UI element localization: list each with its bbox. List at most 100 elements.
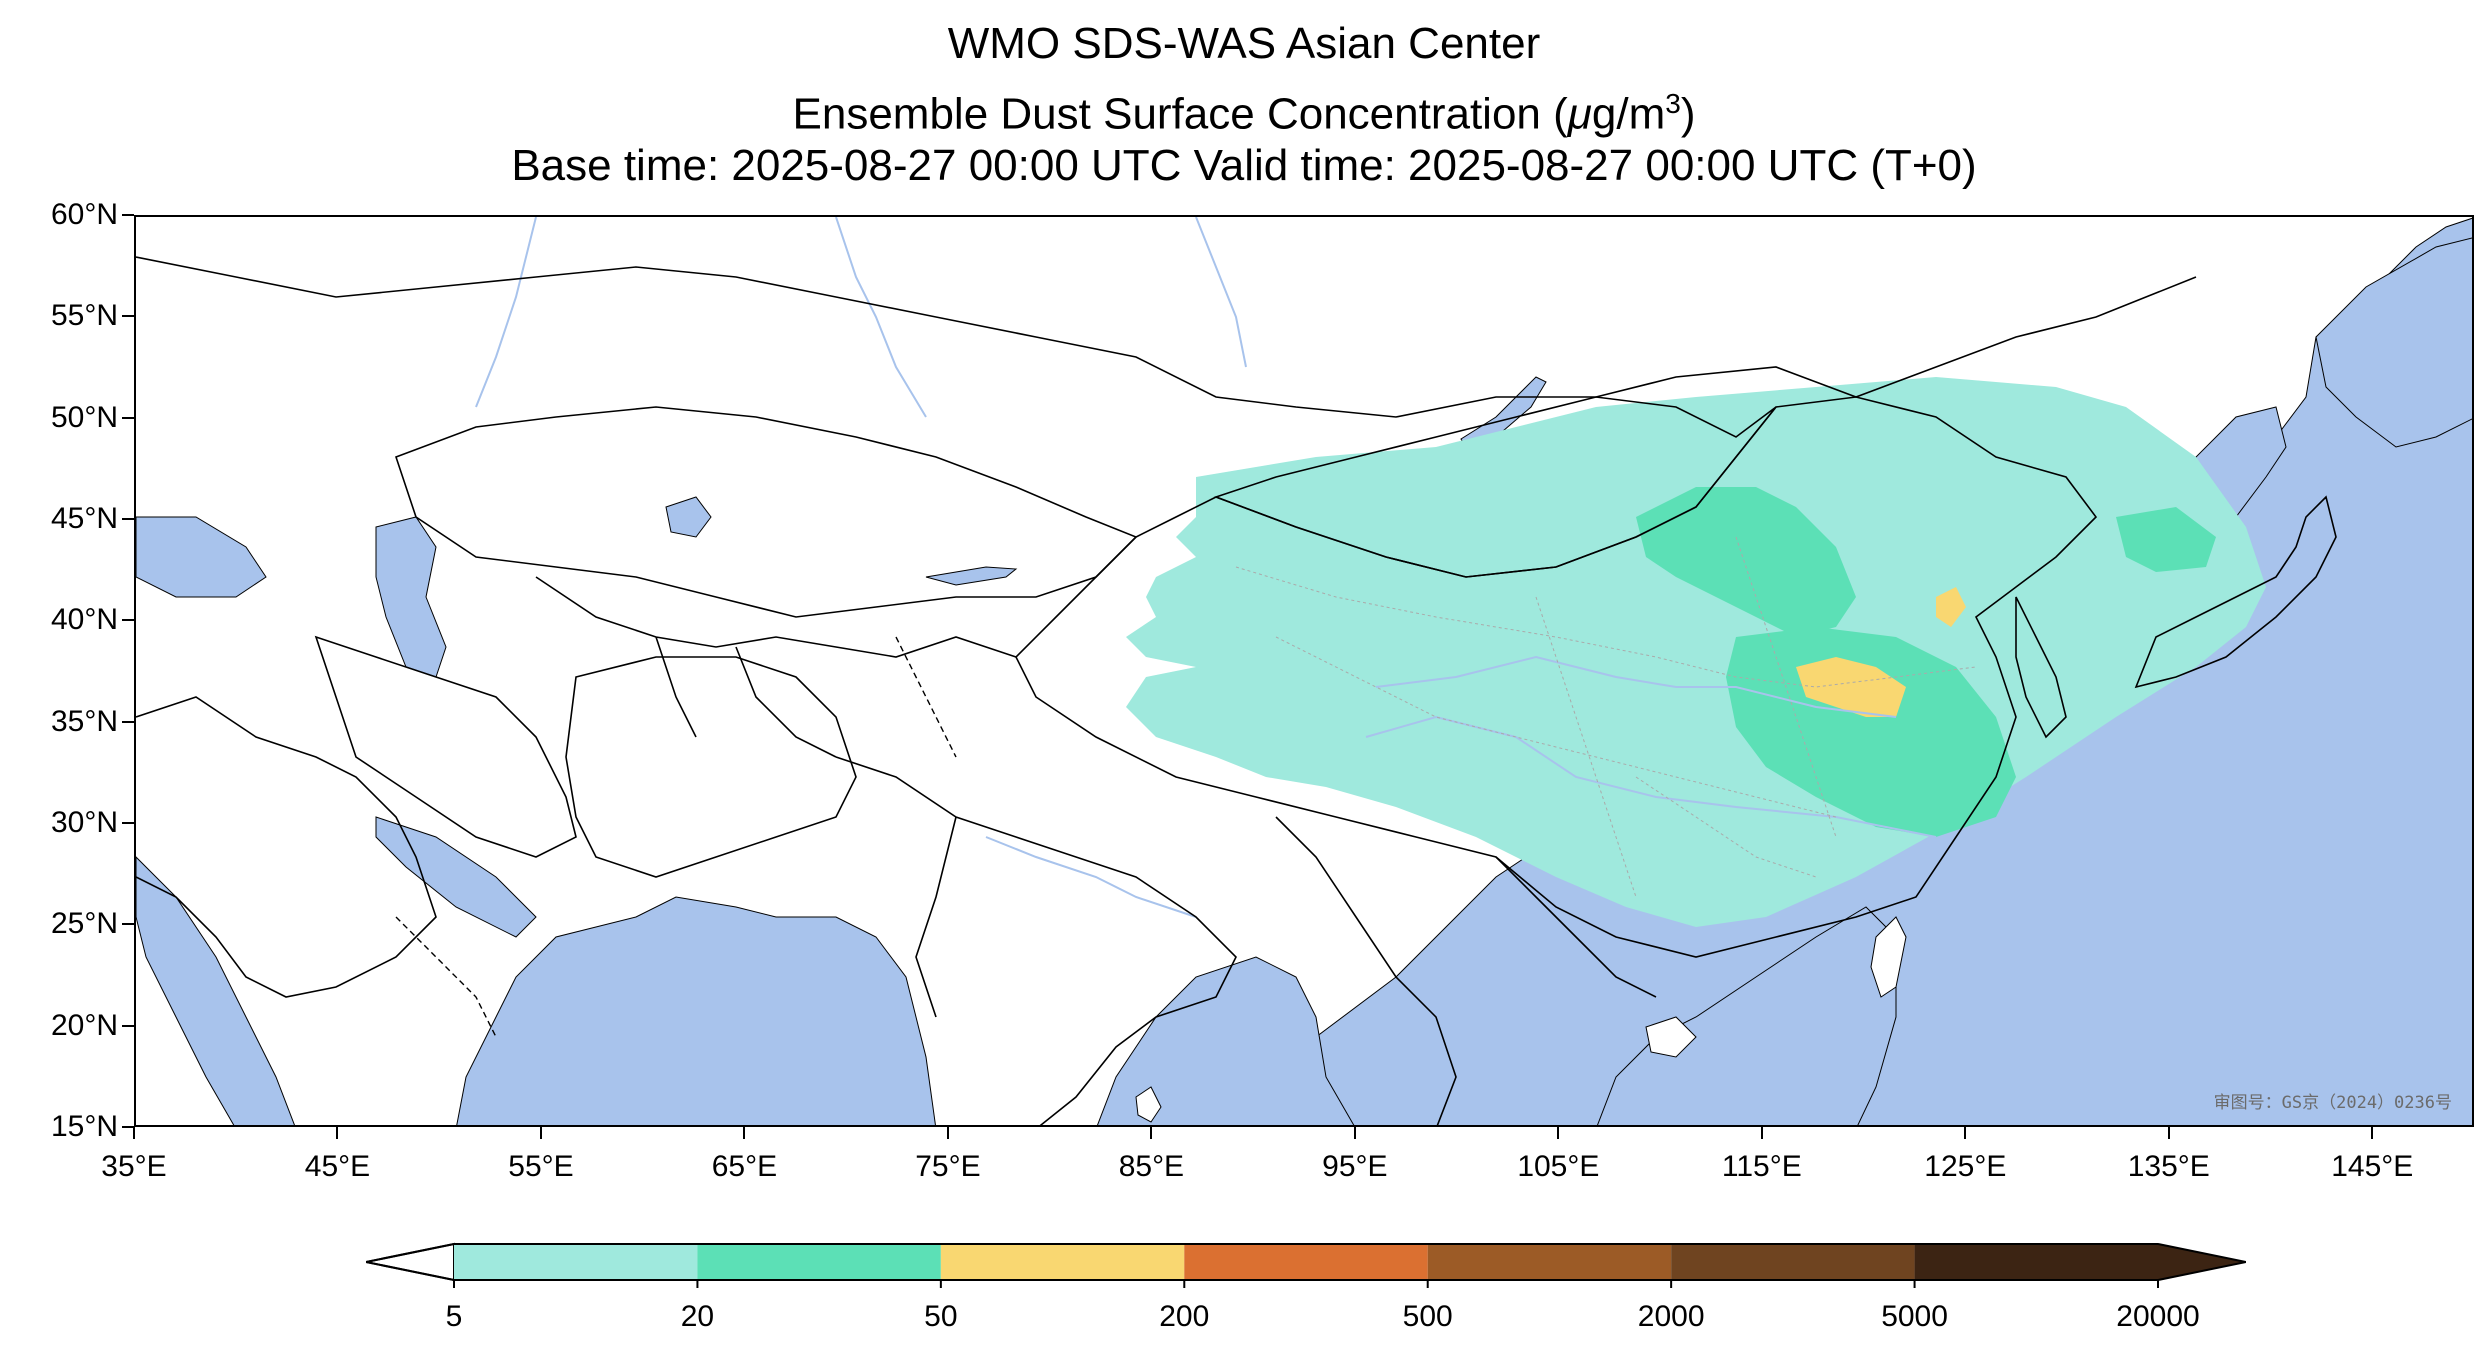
lat-label: 20°N bbox=[50, 1008, 118, 1042]
lon-tick bbox=[336, 1127, 339, 1139]
lon-label: 75°E bbox=[915, 1150, 981, 1183]
province-borders bbox=[1235, 536, 1977, 898]
chart-subtitle: Ensemble Dust Surface Concentration (μg/… bbox=[0, 78, 2488, 141]
lon-label: 85°E bbox=[1118, 1150, 1185, 1183]
lat-tick bbox=[122, 518, 134, 520]
colorbar-tick-label: 20000 bbox=[2116, 1300, 2200, 1333]
lon-tick bbox=[743, 1127, 746, 1139]
colorbar-tick-label: 200 bbox=[1159, 1300, 1210, 1333]
lon-label: 125°E bbox=[1924, 1150, 2007, 1183]
subtitle-unit-mu: μ bbox=[1567, 89, 1592, 139]
lat-tick bbox=[122, 416, 134, 419]
afghanistan-pakistan bbox=[565, 656, 857, 878]
dust-band-20-50-central bbox=[1726, 627, 2016, 837]
lon-tick bbox=[1964, 1127, 1967, 1139]
lon-tick bbox=[1760, 1127, 1763, 1139]
korea-japan bbox=[2015, 495, 2337, 739]
colorbar-segment bbox=[1427, 1244, 1672, 1280]
lat-label: 15°N bbox=[50, 1110, 118, 1143]
red-sea bbox=[136, 856, 295, 1125]
bay-of-bengal bbox=[1097, 956, 1355, 1125]
lat-label: 30°N bbox=[50, 806, 118, 839]
map-canvas bbox=[136, 217, 2472, 1125]
lon-label: 145°E bbox=[2331, 1150, 2414, 1183]
subtitle-unit-exponent: 3 bbox=[1665, 88, 1681, 119]
colorbar-tick-label: 20 bbox=[680, 1300, 715, 1333]
russia-border bbox=[136, 256, 2197, 418]
map-approval-number: 审图号：GS京（2024）0236号 bbox=[2213, 1093, 2452, 1113]
colorbar-segment bbox=[1671, 1244, 1915, 1280]
lat-tick bbox=[122, 214, 134, 216]
india-border bbox=[835, 756, 1237, 1125]
chart-title: WMO SDS-WAS Asian Center bbox=[947, 19, 1541, 68]
colorbar-segment bbox=[454, 1244, 698, 1280]
subtitle-prefix: Ensemble Dust Surface Concentration ( bbox=[792, 89, 1568, 139]
islands bbox=[1135, 916, 1907, 1123]
central-asia-borders bbox=[535, 576, 1017, 758]
lon-tick bbox=[1353, 1127, 1356, 1139]
colorbar-segment bbox=[1914, 1244, 2158, 1280]
colorbar-tick-label: 2000 bbox=[1637, 1300, 1705, 1333]
colorbar-tick-label: 5000 bbox=[1881, 1300, 1948, 1333]
kazakhstan-border bbox=[394, 406, 1138, 618]
lake-balkhash bbox=[925, 566, 1018, 586]
lat-tick bbox=[122, 315, 134, 318]
lat-tick bbox=[122, 1024, 134, 1027]
persian-gulf bbox=[375, 816, 537, 938]
lon-tick bbox=[1557, 1127, 1560, 1139]
lat-label: 55°N bbox=[50, 299, 118, 333]
lon-label: 35°E bbox=[101, 1150, 167, 1183]
colorbar-segment bbox=[1184, 1244, 1428, 1280]
lon-label: 45°E bbox=[304, 1150, 371, 1183]
lat-label: 50°N bbox=[50, 400, 118, 434]
colorbar-tick-label: 5 bbox=[445, 1300, 463, 1333]
colorbar bbox=[366, 1242, 2246, 1288]
lat-label: 45°N bbox=[50, 502, 118, 535]
dust-concentration bbox=[1126, 377, 2266, 927]
colorbar-segment bbox=[940, 1244, 1185, 1280]
lon-tick bbox=[2167, 1127, 2170, 1139]
lon-tick bbox=[946, 1127, 949, 1139]
lat-label: 40°N bbox=[50, 603, 118, 637]
lon-tick bbox=[133, 1127, 135, 1139]
colorbar-extend-max bbox=[2158, 1244, 2246, 1280]
lon-tick bbox=[539, 1127, 542, 1139]
lat-label: 60°N bbox=[50, 198, 118, 231]
lat-tick bbox=[122, 1126, 134, 1128]
country-borders bbox=[136, 256, 2337, 1125]
lon-label: 95°E bbox=[1322, 1150, 1388, 1183]
lat-tick bbox=[122, 923, 134, 926]
lon-label: 115°E bbox=[1721, 1150, 1802, 1183]
colorbar-segment bbox=[697, 1244, 941, 1280]
lon-tick bbox=[2371, 1127, 2374, 1139]
lon-label: 65°E bbox=[711, 1150, 778, 1183]
subtitle-unit: g/m bbox=[1591, 89, 1666, 139]
dust-band-50-200-a bbox=[1796, 657, 1906, 717]
lat-tick bbox=[122, 822, 134, 824]
colorbar-tick-label: 50 bbox=[924, 1300, 958, 1333]
colorbar-tick-label: 500 bbox=[1402, 1300, 1453, 1333]
subtitle-suffix: ) bbox=[1680, 89, 1696, 139]
time-line: Base time: 2025-08-27 00:00 UTC Valid ti… bbox=[511, 141, 1977, 190]
sea-of-okhotsk bbox=[2315, 237, 2472, 448]
hainan-island bbox=[1645, 1016, 1697, 1058]
mongolia-border bbox=[1213, 396, 1777, 578]
arabian-sea bbox=[456, 896, 936, 1125]
map-panel: 审图号：GS京（2024）0236号 bbox=[134, 215, 2474, 1127]
caspian-sea bbox=[375, 516, 447, 678]
dust-band-20-50-north bbox=[1636, 487, 1856, 637]
lat-label: 25°N bbox=[50, 907, 118, 941]
black-sea bbox=[136, 516, 267, 598]
dust-band-50-200-b bbox=[1936, 587, 1966, 627]
lat-tick bbox=[122, 720, 134, 723]
colorbar-extend-min bbox=[366, 1242, 455, 1282]
sri-lanka bbox=[1135, 1086, 1162, 1123]
arabia-borders bbox=[136, 696, 437, 998]
iran-border bbox=[314, 635, 577, 858]
lon-label: 105°E bbox=[1517, 1150, 1600, 1183]
lat-label: 35°N bbox=[50, 704, 118, 738]
dust-band-20-50-east bbox=[2116, 507, 2216, 572]
lat-tick bbox=[122, 619, 134, 622]
taiwan-island bbox=[1870, 916, 1907, 998]
aral-sea bbox=[665, 496, 712, 538]
